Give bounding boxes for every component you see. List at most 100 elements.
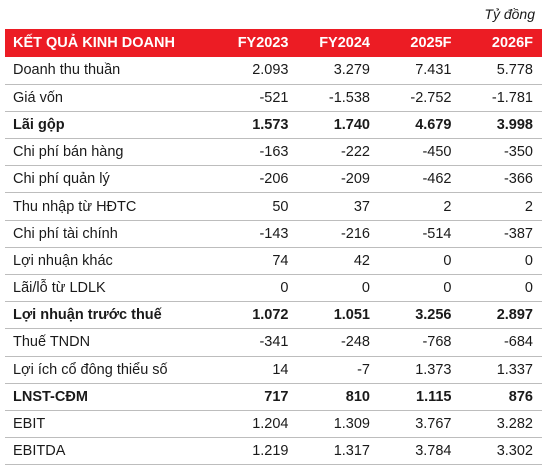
cell-2025f: -768 bbox=[422, 334, 452, 351]
cell-fy2024: 37 bbox=[353, 198, 370, 215]
cell-fy2024: -216 bbox=[340, 225, 370, 242]
column-header-2026f: 2026F bbox=[491, 35, 533, 51]
row-gia-von: Giá vốn -521 -1.538 -2.752 -1.781 bbox=[5, 84, 542, 112]
row-lnst-cdm: LNST-CĐM 717 810 1.115 876 bbox=[5, 383, 542, 411]
cell-2026f: 2 bbox=[524, 198, 533, 215]
cell-2025f: 0 bbox=[443, 252, 452, 269]
cell-fy2023: 74 bbox=[272, 252, 289, 269]
row-label: Chi phí tài chính bbox=[13, 225, 118, 242]
cell-fy2024: 1.740 bbox=[333, 116, 370, 133]
cell-2025f: 0 bbox=[443, 280, 452, 297]
cell-2026f: 876 bbox=[508, 388, 533, 405]
row-ebitda: EBITDA 1.219 1.317 3.784 3.302 bbox=[5, 438, 542, 465]
column-header-2025f: 2025F bbox=[410, 35, 452, 51]
cell-fy2023: 1.204 bbox=[252, 416, 289, 433]
cell-2025f: 1.115 bbox=[416, 388, 452, 405]
cell-2026f: -1.781 bbox=[491, 89, 533, 106]
cell-2026f: -366 bbox=[503, 171, 533, 188]
cell-2025f: -450 bbox=[422, 144, 452, 161]
cell-fy2024: 3.279 bbox=[333, 62, 370, 79]
income-statement-table: KẾT QUẢ KINH DOANH FY2023 FY2024 2025F 2… bbox=[5, 29, 542, 465]
header-row: KẾT QUẢ KINH DOANH FY2023 FY2024 2025F 2… bbox=[5, 29, 542, 57]
cell-fy2024: -1.538 bbox=[328, 89, 370, 106]
cell-fy2024: 1.317 bbox=[333, 443, 370, 460]
cell-fy2023: -143 bbox=[259, 225, 289, 242]
cell-2026f: 3.998 bbox=[496, 116, 533, 133]
row-loi-nhuan-truoc-thue: Lợi nhuận trước thuế 1.072 1.051 3.256 2… bbox=[5, 302, 542, 329]
column-header-fy2024: FY2024 bbox=[319, 35, 370, 51]
row-label: Lợi ích cổ đông thiểu số bbox=[13, 361, 168, 378]
cell-fy2023: -521 bbox=[259, 89, 289, 106]
cell-fy2024: -248 bbox=[340, 334, 370, 351]
cell-2026f: -350 bbox=[503, 144, 533, 161]
cell-2026f: 2.897 bbox=[496, 307, 533, 324]
cell-2026f: 5.778 bbox=[496, 62, 533, 79]
row-thue-tndn: Thuế TNDN -341 -248 -768 -684 bbox=[5, 329, 542, 357]
row-label: Lợi nhuận khác bbox=[13, 252, 113, 269]
cell-fy2024: 810 bbox=[345, 388, 370, 405]
cell-fy2023: 1.072 bbox=[252, 307, 289, 324]
row-label: Lợi nhuận trước thuế bbox=[13, 307, 162, 324]
cell-fy2023: 14 bbox=[272, 361, 289, 378]
row-doanh-thu-thuan: Doanh thu thuần 2.093 3.279 7.431 5.778 bbox=[5, 57, 542, 85]
row-label: Lãi/lỗ từ LDLK bbox=[13, 280, 106, 297]
cell-2026f: 1.337 bbox=[496, 361, 533, 378]
cell-2025f: -462 bbox=[422, 171, 452, 188]
cell-fy2024: -7 bbox=[357, 361, 370, 378]
row-label: Thu nhập từ HĐTC bbox=[13, 198, 137, 215]
cell-2026f: 0 bbox=[524, 252, 533, 269]
cell-fy2024: -209 bbox=[340, 171, 370, 188]
row-chi-phi-tai-chinh: Chi phí tài chính -143 -216 -514 -387 bbox=[5, 220, 542, 248]
cell-fy2024: -222 bbox=[340, 144, 370, 161]
row-ebit: EBIT 1.204 1.309 3.767 3.282 bbox=[5, 410, 542, 438]
row-label: EBIT bbox=[13, 416, 46, 433]
cell-fy2023: 0 bbox=[280, 280, 289, 297]
row-label: Doanh thu thuần bbox=[13, 62, 121, 79]
cell-2025f: 2 bbox=[443, 198, 452, 215]
column-header-fy2023: FY2023 bbox=[237, 35, 289, 51]
cell-fy2024: 0 bbox=[361, 280, 370, 297]
row-chi-phi-quan-ly: Chi phí quản lý -206 -209 -462 -366 bbox=[5, 166, 542, 193]
table-body: Doanh thu thuần 2.093 3.279 7.431 5.778 … bbox=[5, 57, 542, 465]
cell-2025f: -2.752 bbox=[410, 89, 452, 106]
row-label: Chi phí bán hàng bbox=[13, 144, 124, 161]
cell-fy2023: -341 bbox=[259, 334, 289, 351]
cell-fy2023: 50 bbox=[272, 198, 289, 215]
row-lai-lo-ldlk: Lãi/lỗ từ LDLK 0 0 0 0 bbox=[5, 275, 542, 302]
unit-note: Tỷ đồng bbox=[484, 6, 535, 22]
cell-2025f: 3.256 bbox=[415, 307, 452, 324]
cell-2025f: -514 bbox=[422, 225, 452, 242]
row-label: EBITDA bbox=[13, 443, 66, 460]
cell-2026f: 3.282 bbox=[496, 416, 533, 433]
cell-2025f: 3.767 bbox=[415, 416, 452, 433]
row-lai-gop: Lãi gộp 1.573 1.740 4.679 3.998 bbox=[5, 111, 542, 139]
cell-fy2023: 1.573 bbox=[252, 116, 289, 133]
table-title: KẾT QUẢ KINH DOANH bbox=[13, 35, 175, 51]
cell-fy2023: -206 bbox=[259, 171, 289, 188]
table-header: KẾT QUẢ KINH DOANH FY2023 FY2024 2025F 2… bbox=[5, 29, 542, 57]
row-label: Lãi gộp bbox=[13, 116, 65, 133]
cell-fy2023: 2.093 bbox=[252, 62, 289, 79]
row-thu-nhap-hdtc: Thu nhập từ HĐTC 50 37 2 2 bbox=[5, 193, 542, 221]
cell-fy2024: 1.051 bbox=[333, 307, 370, 324]
cell-fy2024: 42 bbox=[353, 252, 370, 269]
cell-2025f: 1.373 bbox=[415, 361, 452, 378]
cell-fy2023: 717 bbox=[264, 388, 289, 405]
cell-2026f: -684 bbox=[503, 334, 533, 351]
cell-2025f: 7.431 bbox=[415, 62, 452, 79]
cell-2025f: 4.679 bbox=[415, 116, 452, 133]
row-label: Thuế TNDN bbox=[13, 334, 91, 351]
row-label: LNST-CĐM bbox=[13, 388, 88, 405]
row-label: Giá vốn bbox=[13, 89, 63, 106]
row-label: Chi phí quản lý bbox=[13, 171, 110, 188]
cell-fy2024: 1.309 bbox=[333, 416, 370, 433]
cell-2026f: 0 bbox=[524, 280, 533, 297]
cell-2026f: -387 bbox=[503, 225, 533, 242]
cell-fy2023: 1.219 bbox=[252, 443, 289, 460]
cell-2025f: 3.784 bbox=[415, 443, 452, 460]
row-loi-nhuan-khac: Lợi nhuận khác 74 42 0 0 bbox=[5, 247, 542, 275]
cell-fy2023: -163 bbox=[259, 144, 289, 161]
cell-2026f: 3.302 bbox=[496, 443, 533, 460]
row-loi-ich-co-dong-thieu-so: Lợi ích cổ đông thiểu số 14 -7 1.373 1.3… bbox=[5, 356, 542, 384]
row-chi-phi-ban-hang: Chi phí bán hàng -163 -222 -450 -350 bbox=[5, 139, 542, 166]
